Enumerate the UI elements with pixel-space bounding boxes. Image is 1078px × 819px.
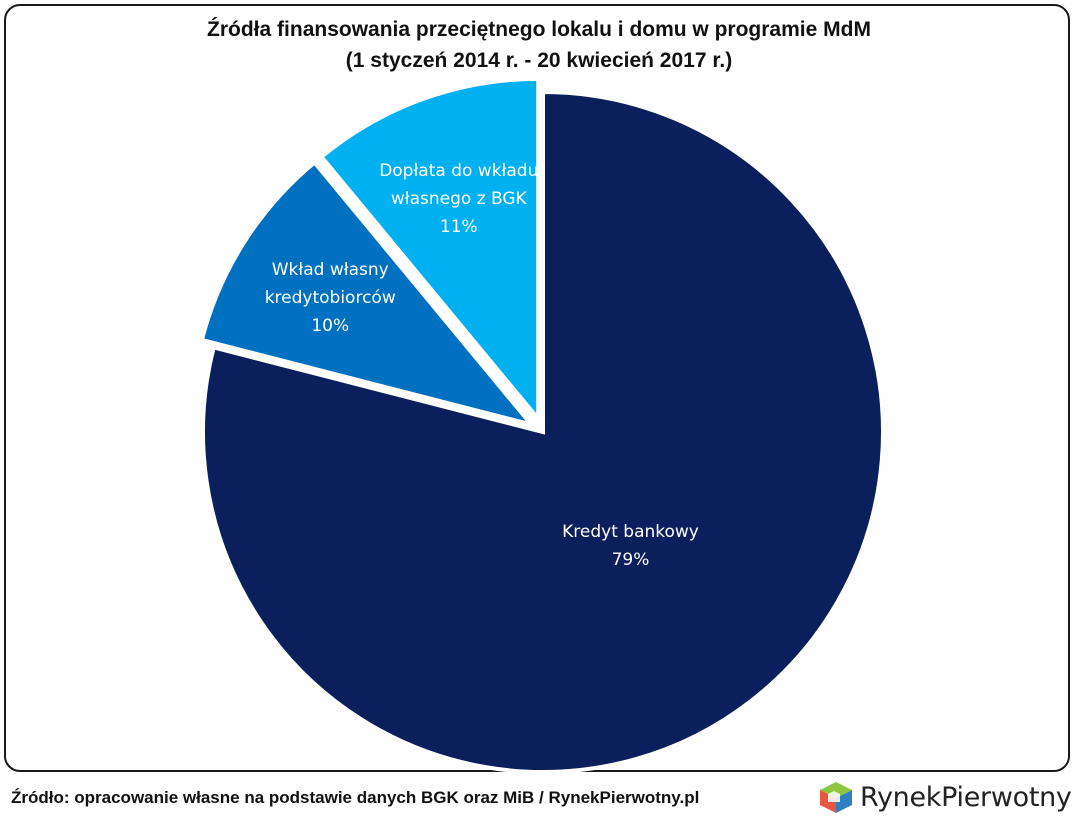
slice-label: Dopłata do wkładu własnego z BGK 11%: [379, 161, 538, 237]
logo-text: RynekPierwotny: [860, 781, 1072, 813]
slice-category-label: Wkład własny: [272, 260, 389, 280]
slice-category-label: Kredyt bankowy: [562, 522, 699, 542]
house-cube-icon: [820, 782, 852, 813]
chart-subtitle: (1 styczeń 2014 r. - 20 kwiecień 2017 r.…: [345, 49, 733, 72]
slice-label: Kredyt bankowy 79%: [562, 522, 699, 570]
chart-title: Źródła finansowania przeciętnego lokalu …: [207, 18, 871, 41]
chart-title-block: Źródła finansowania przeciętnego lokalu …: [0, 14, 1078, 76]
pie-chart: Kredyt bankowy 79% Wkład własny kredytobior…: [199, 76, 885, 774]
brand-logo: RynekPierwotny: [818, 779, 1072, 815]
slice-value-label: 79%: [612, 550, 650, 570]
slice-label: Wkład własny kredytobiorców 10%: [265, 260, 396, 336]
slice-value-label: 11%: [440, 217, 478, 237]
source-note: Źródło: opracowanie własne na podstawie …: [11, 788, 700, 807]
slice-category-label: własnego z BGK: [391, 189, 528, 209]
pie-slice: [199, 159, 537, 428]
slice-category-label: Dopłata do wkładu: [379, 161, 538, 181]
pie-slice: [201, 89, 885, 774]
slice-category-label: kredytobiorców: [265, 288, 396, 308]
pie-slice: [318, 76, 541, 425]
slice-value-label: 10%: [311, 316, 349, 336]
